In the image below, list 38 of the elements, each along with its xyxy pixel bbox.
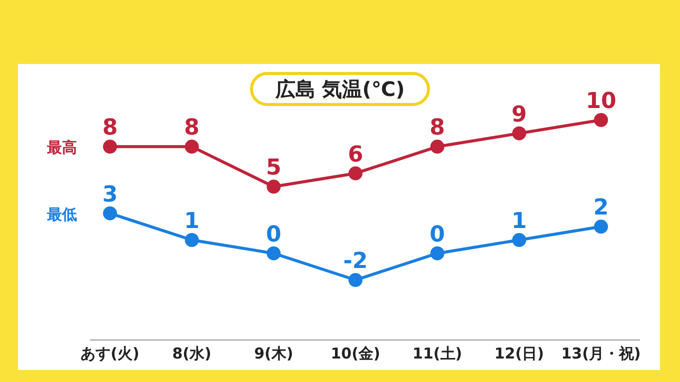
data-label: 10: [586, 89, 616, 114]
data-label: 8: [102, 116, 118, 141]
point: [512, 126, 526, 140]
data-label: 1: [512, 209, 527, 234]
x-tick-label: 11(土): [412, 344, 462, 363]
point: [103, 206, 117, 220]
data-label: 1: [184, 209, 200, 234]
data-label: 8: [430, 116, 445, 141]
x-tick-label: 9(木): [254, 344, 294, 363]
chart-title: 広島 気温(℃): [250, 72, 430, 106]
point: [430, 246, 444, 260]
data-label: 9: [512, 102, 527, 128]
point: [512, 233, 526, 247]
point: [594, 113, 608, 127]
point: [184, 233, 199, 247]
point: [184, 140, 199, 154]
data-label: 5: [266, 156, 282, 181]
x-tick-label: 10(金): [330, 344, 380, 363]
point: [348, 273, 362, 287]
point: [594, 220, 608, 234]
series-label: 最低: [46, 205, 77, 224]
data-label: 2: [593, 196, 609, 221]
data-label: 8: [184, 116, 200, 141]
point: [348, 166, 362, 180]
point: [266, 180, 281, 194]
data-label: 0: [430, 222, 445, 248]
data-label: 6: [348, 142, 364, 168]
x-tick-label: 12(日): [494, 344, 544, 363]
x-tick-label: あす(火): [80, 344, 140, 363]
point: [266, 246, 281, 260]
data-label: -2: [343, 249, 368, 274]
data-label: 0: [266, 222, 282, 248]
x-tick-label: 13(月・祝): [561, 344, 641, 363]
series-label: 最高: [46, 138, 77, 157]
data-label: 3: [102, 182, 118, 208]
point: [430, 140, 444, 154]
x-tick-label: 8(水): [172, 344, 212, 363]
point: [103, 140, 117, 154]
